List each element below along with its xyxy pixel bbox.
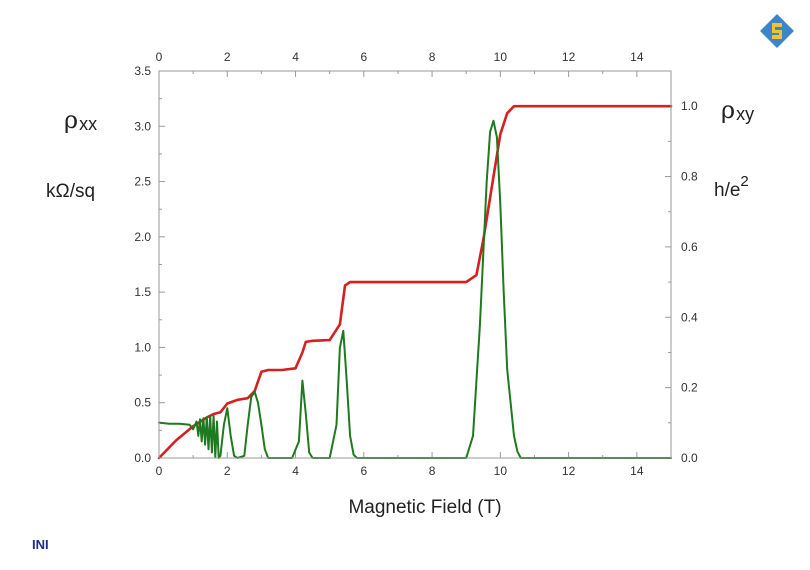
x-tick-label-bottom: 2: [224, 464, 231, 478]
right-y-tick-label: 0.8: [681, 170, 698, 184]
series-line-rho-xx: [158, 119, 672, 459]
right-y-tick-label: 0.4: [681, 310, 698, 324]
right-y-tick-label: 0.6: [681, 240, 698, 254]
x-tick-label-top: 0: [156, 50, 163, 64]
left-y-tick-label: 2.5: [134, 175, 151, 189]
x-tick-label-top: 12: [562, 50, 576, 64]
right-axis-unit: h/e2: [714, 173, 749, 201]
x-tick-label-top: 2: [224, 50, 231, 64]
plot-frame: [158, 70, 672, 459]
x-tick-label-bottom: 8: [429, 464, 436, 478]
institute-logo-icon: [760, 14, 794, 48]
x-tick-label-bottom: 10: [494, 464, 508, 478]
x-tick-label-bottom: 4: [292, 464, 299, 478]
right-y-tick-label: 1.0: [681, 99, 698, 113]
x-tick-label-top: 8: [429, 50, 436, 64]
x-tick-label-bottom: 0: [156, 464, 163, 478]
x-tick-label-top: 6: [360, 50, 367, 64]
tick-labels: 0 0 2 2 4 4 6 6 8 8 10 10 12 12 14 14 0.0 0.5 1.0 1.5 2.0 2.5…: [134, 50, 698, 478]
x-tick-label-top: 10: [494, 50, 508, 64]
x-tick-label-bottom: 14: [630, 464, 644, 478]
right-axis-label: ρxy: [721, 96, 754, 124]
left-y-tick-label: 0.5: [134, 396, 151, 410]
left-axis-label: ρxx: [64, 106, 97, 134]
left-y-tick-label: 3.5: [134, 64, 151, 78]
right-y-tick-label: 0.0: [681, 451, 698, 465]
left-axis-unit: kΩ/sq: [46, 181, 95, 202]
x-axis-label: Magnetic Field (T): [348, 497, 501, 518]
footer-label: INI: [32, 537, 49, 552]
left-y-tick-label: 2.0: [134, 230, 151, 244]
x-tick-label-top: 14: [630, 50, 644, 64]
left-y-tick-label: 1.0: [134, 340, 151, 354]
series-layer: [157, 104, 673, 460]
x-tick-label-bottom: 12: [562, 464, 576, 478]
series-line-rho-xy: [157, 104, 673, 460]
left-y-tick-label: 0.0: [134, 451, 151, 465]
x-tick-label-bottom: 6: [360, 464, 367, 478]
left-y-tick-label: 1.5: [134, 285, 151, 299]
x-tick-label-top: 4: [292, 50, 299, 64]
left-y-tick-label: 3.0: [134, 119, 151, 133]
right-y-tick-label: 0.2: [681, 381, 698, 395]
